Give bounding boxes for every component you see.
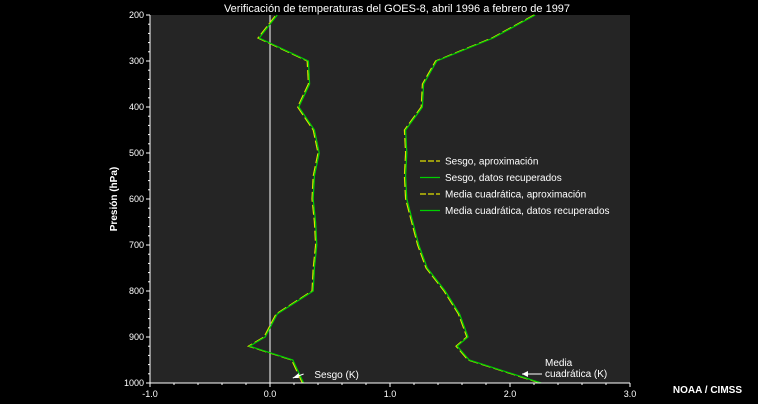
legend-label-3: Media cuadrática, datos recuperados	[445, 206, 610, 217]
legend-label-0: Sesgo, aproximación	[445, 157, 538, 168]
chart-title: Verificación de temperaturas del GOES-8,…	[224, 3, 570, 15]
y-tick-label: 800	[129, 286, 144, 296]
y-axis-label: Presión (hPa)	[109, 167, 120, 231]
y-tick-label: 200	[129, 10, 144, 20]
series-line-2	[403, 14, 541, 384]
series-line-3	[404, 14, 542, 384]
series-line-0	[246, 14, 319, 384]
y-tick-label: 400	[129, 102, 144, 112]
x-tick-label: 1.0	[384, 389, 397, 399]
x-tick-label: 0.0	[264, 389, 277, 399]
legend: Sesgo, aproximación Sesgo, datos recupera…	[420, 157, 610, 217]
bias-annotation: Sesgo (K)	[314, 370, 358, 381]
legend-label-2: Media cuadrática, aproximación	[445, 190, 586, 201]
legend-label-1: Sesgo, datos recuperados	[445, 173, 562, 184]
x-tick-label: 2.0	[504, 389, 517, 399]
y-tick-label: 600	[129, 194, 144, 204]
bias-arrow-head	[292, 373, 299, 378]
x-tick-label: 3.0	[624, 389, 637, 399]
y-tick-label: 900	[129, 332, 144, 342]
y-tick-label: 1000	[124, 378, 144, 388]
x-tick-label: -1.0	[142, 389, 158, 399]
plot-area	[150, 15, 630, 383]
plot-content	[246, 14, 542, 384]
credit-label: NOAA / CIMSS	[672, 385, 742, 396]
rms-annotation-line2: cuadrática (K)	[545, 369, 607, 380]
axes: -1.0 0.0 1.0 2.0 3.0 200 300 400 500 600 700 800 900…	[124, 10, 636, 399]
y-tick-label: 300	[129, 56, 144, 66]
rms-annotation-line1: Media	[545, 358, 573, 369]
y-tick-label: 700	[129, 240, 144, 250]
series-line-1	[248, 14, 320, 384]
y-tick-label: 500	[129, 148, 144, 158]
rms-arrow-head	[522, 371, 528, 377]
